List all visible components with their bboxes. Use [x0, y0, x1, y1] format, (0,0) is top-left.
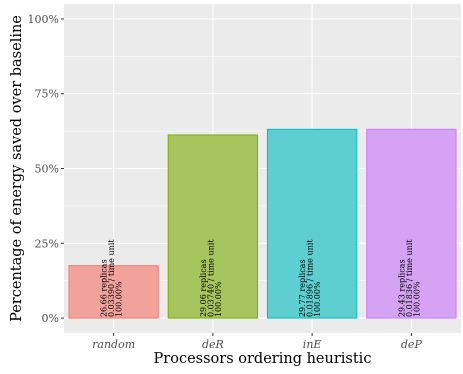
- y-tick-label: 25%: [35, 237, 59, 250]
- bar-label: 100.00%: [412, 281, 421, 317]
- bar-label: 26.66 replicas: [100, 259, 109, 317]
- bar-label: 0.03390 / time unit: [107, 239, 116, 317]
- bar-label: 29.77 replicas: [298, 259, 307, 317]
- y-tick-label: 0%: [42, 312, 59, 325]
- x-tick-label: inE: [303, 338, 322, 351]
- y-tick-label: 75%: [35, 88, 59, 101]
- bar-random: [68, 265, 159, 319]
- y-tick-label: 50%: [35, 163, 59, 176]
- y-axis-title: Percentage of energy saved over baseline: [9, 15, 25, 322]
- y-axis: 0% 25% 50% 75% 100%: [28, 13, 64, 325]
- bar-label: 29.43 replicas: [397, 259, 406, 317]
- x-axis: random deR inE deP: [92, 333, 422, 351]
- y-tick-label: 100%: [28, 13, 59, 26]
- bar-label: 29.06 replicas: [199, 259, 208, 317]
- bars: [68, 128, 457, 319]
- bar-inE: [266, 128, 358, 319]
- x-tick-label: random: [92, 338, 135, 351]
- bar-label: 0.01836 / time unit: [405, 239, 414, 317]
- x-tick-label: deP: [401, 338, 423, 351]
- bar-label: 0.01896 / time unit: [306, 239, 315, 317]
- bar-deR: [167, 134, 259, 319]
- bar-label: 100.00%: [115, 281, 124, 317]
- bar-deP: [366, 128, 457, 319]
- x-tick-label: deR: [202, 338, 224, 351]
- bar-label: 100.00%: [313, 281, 322, 317]
- bar-label: 100.00%: [214, 281, 223, 317]
- x-axis-title: Processors ordering heuristic: [154, 351, 372, 367]
- bar-label: 0.03740 / time unit: [206, 239, 215, 317]
